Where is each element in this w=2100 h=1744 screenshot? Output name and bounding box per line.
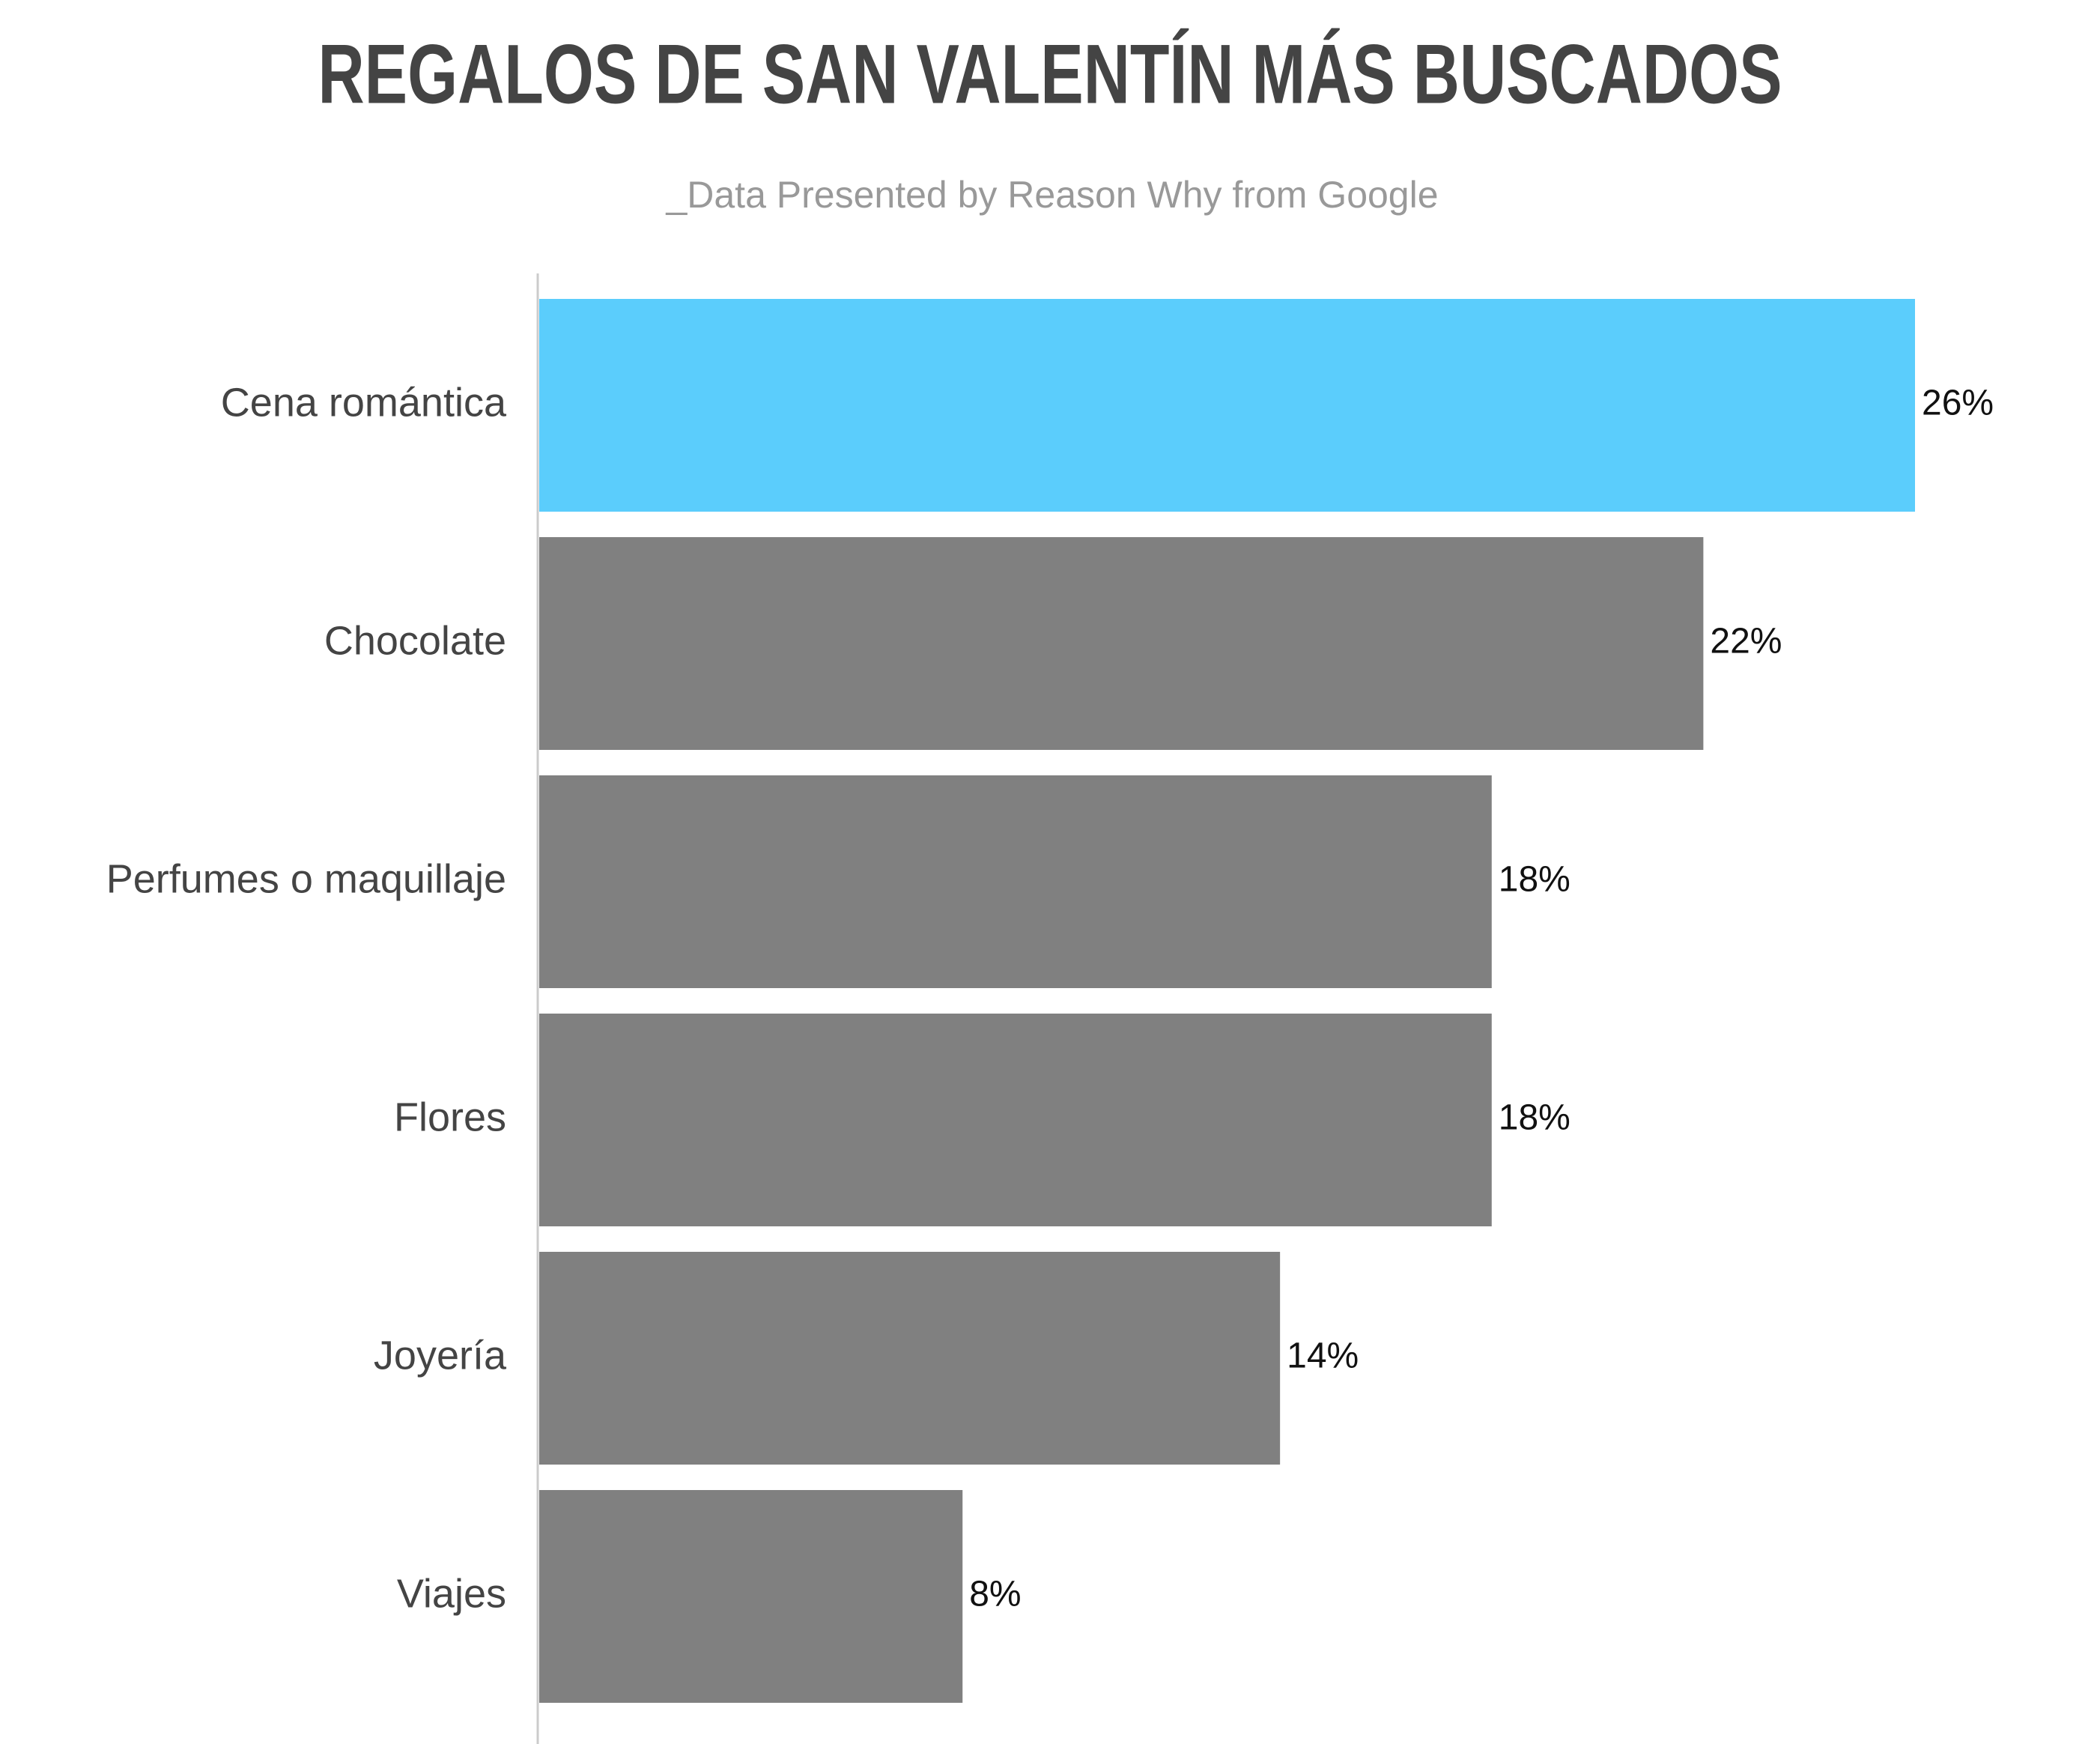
category-label: Joyería (374, 1333, 507, 1378)
category-label: Viajes (397, 1571, 506, 1616)
category-label: Cena romántica (221, 380, 507, 425)
chart-subtitle: _Data Presented by Reason Why from Googl… (665, 174, 1438, 216)
bar (539, 1490, 963, 1703)
value-label: 18% (1499, 860, 1571, 900)
category-label: Perfumes o maquillaje (106, 856, 506, 901)
chart-title: REGALOS DE SAN VALENTÍN MÁS BUSCADOS (318, 28, 1782, 121)
bar (539, 537, 1704, 750)
bar (539, 775, 1492, 988)
category-label: Chocolate (324, 618, 506, 663)
value-label: 22% (1710, 622, 1782, 661)
bar (539, 1014, 1492, 1226)
category-label: Flores (394, 1094, 506, 1139)
value-label: 14% (1287, 1336, 1359, 1376)
value-label: 8% (969, 1575, 1021, 1614)
value-label: 18% (1499, 1098, 1571, 1138)
value-label: 26% (1922, 384, 1994, 423)
bar (539, 299, 1915, 512)
bar (539, 1252, 1281, 1465)
